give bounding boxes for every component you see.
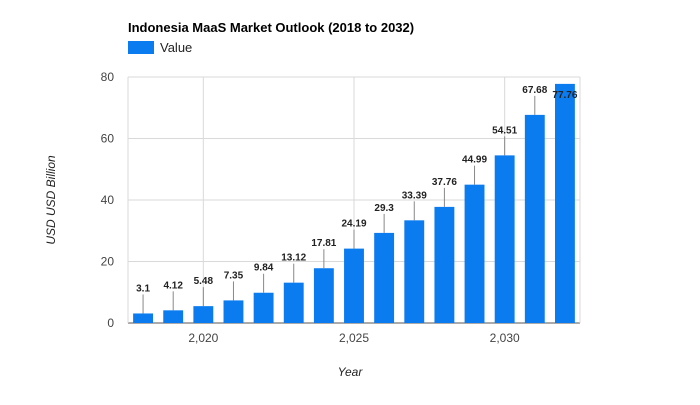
legend-label: Value	[160, 40, 192, 55]
y-tick-label: 60	[101, 132, 115, 146]
y-tick-label: 0	[107, 316, 114, 330]
bar	[404, 220, 425, 323]
bar	[464, 184, 485, 323]
gridlines	[127, 76, 581, 324]
x-tick-label: 2,020	[188, 331, 218, 345]
bar	[524, 114, 545, 323]
x-tick-label: 2,030	[490, 331, 520, 345]
bar	[283, 282, 304, 323]
bar	[344, 248, 364, 323]
data-label: 29.3	[374, 203, 394, 214]
chart-title: Indonesia MaaS Market Outlook (2018 to 2…	[128, 20, 414, 35]
x-tick-label: 2,025	[339, 331, 369, 345]
bar	[253, 292, 274, 323]
data-label: 7.35	[224, 270, 244, 281]
data-label: 13.12	[281, 253, 306, 264]
bar	[494, 155, 515, 323]
data-label: 44.99	[462, 155, 487, 166]
y-tick-label: 80	[101, 70, 115, 84]
data-label: 3.1	[136, 283, 150, 294]
data-label: 17.81	[311, 238, 336, 249]
bar	[434, 206, 455, 323]
data-label: 37.76	[432, 177, 457, 188]
bars	[133, 83, 575, 323]
data-labels: 3.1 4.12 5.48 7.35 9.84 13.12 17.81 24.19 29.3 33…	[136, 85, 578, 314]
data-label: 77.76	[552, 90, 577, 101]
data-label: 5.48	[194, 276, 214, 287]
bar	[554, 83, 575, 323]
bar	[223, 300, 244, 323]
data-label: 24.19	[341, 219, 366, 230]
x-axis-ticks: 2,020 2,025 2,030	[188, 331, 520, 345]
data-label: 4.12	[163, 280, 183, 291]
data-label: 54.51	[492, 125, 517, 136]
bar	[163, 310, 184, 323]
y-axis-title: USD USD Billion	[44, 155, 58, 245]
data-label: 67.68	[522, 85, 547, 96]
x-axis-title: Year	[338, 365, 364, 379]
legend-swatch	[128, 41, 154, 54]
y-tick-label: 40	[101, 193, 115, 207]
y-tick-label: 20	[101, 255, 115, 269]
bar	[313, 268, 334, 323]
y-axis-ticks: 0 20 40 60 80	[101, 70, 115, 330]
legend: Value	[128, 40, 192, 55]
bar	[133, 313, 154, 323]
data-label: 33.39	[402, 190, 427, 201]
bar	[193, 306, 214, 323]
data-label: 9.84	[254, 263, 274, 274]
bar	[374, 232, 395, 323]
